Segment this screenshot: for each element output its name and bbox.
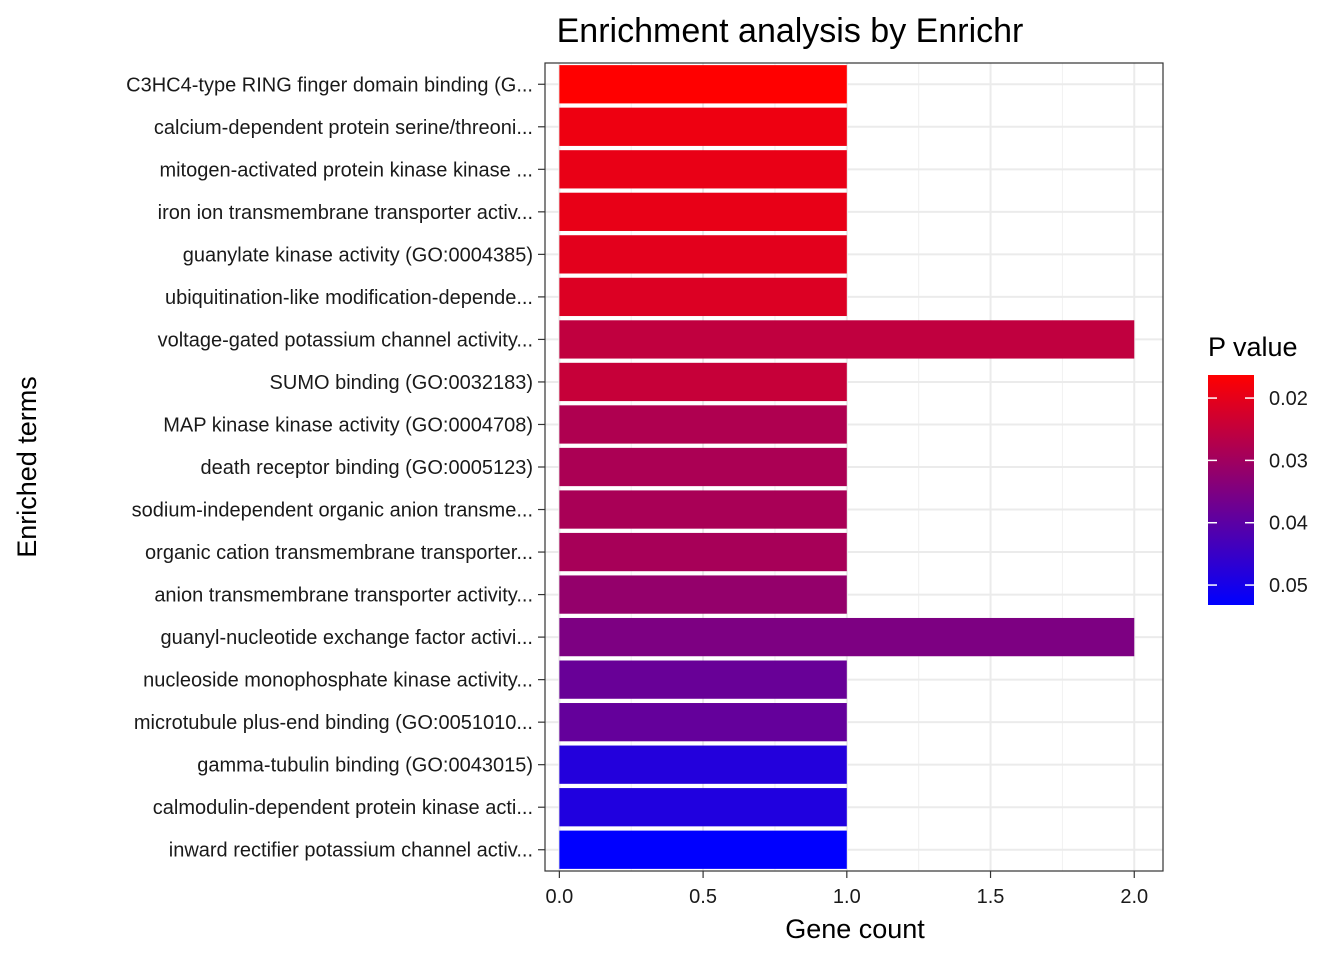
legend-tick-label: 0.02	[1269, 388, 1308, 410]
legend-title: P value	[1208, 332, 1298, 362]
y-tick-label: voltage-gated potassium channel activity…	[158, 329, 533, 351]
x-tick-label: 0.0	[545, 886, 573, 908]
y-axis-label: Enriched terms	[12, 376, 42, 558]
bar-15	[559, 660, 847, 699]
y-tick-label: SUMO binding (GO:0032183)	[270, 372, 533, 394]
bar-2	[559, 107, 847, 146]
bar-series	[559, 65, 1135, 869]
x-tick-label: 0.5	[689, 886, 717, 908]
y-tick-label: guanyl-nucleotide exchange factor activi…	[161, 627, 533, 649]
y-tick-label: sodium-independent organic anion transme…	[132, 500, 533, 522]
bar-7	[559, 320, 1135, 359]
x-axis: 0.0 0.5 1.0 1.5 2.0	[545, 871, 1148, 908]
bar-6	[559, 277, 847, 317]
y-tick-label: inward rectifier potassium channel activ…	[169, 840, 533, 862]
legend-ticks: 0.02 0.03 0.04 0.05	[1208, 388, 1308, 597]
y-tick-label: nucleoside monophosphate kinase activity…	[143, 670, 533, 692]
bar-14	[559, 617, 1135, 657]
x-tick-label: 1.0	[833, 886, 861, 908]
bar-13	[559, 575, 847, 614]
bar-3	[559, 150, 847, 189]
y-tick-label: anion transmembrane transporter activity…	[154, 585, 533, 607]
bar-1	[559, 65, 847, 104]
bar-10	[559, 447, 847, 487]
bar-12	[559, 532, 847, 572]
y-tick-label: C3HC4-type RING finger domain binding (G…	[126, 74, 533, 96]
bar-19	[559, 830, 847, 869]
x-tick-label: 2.0	[1120, 886, 1148, 908]
y-axis: C3HC4-type RING finger domain binding (G…	[126, 74, 545, 862]
bar-8	[559, 362, 847, 402]
y-tick-label: ubiquitination-like modification-depende…	[165, 287, 533, 309]
x-tick-label: 1.5	[977, 886, 1005, 908]
bar-18	[559, 788, 847, 827]
y-tick-label: guanylate kinase activity (GO:0004385)	[183, 244, 533, 266]
bar-9	[559, 405, 847, 444]
legend-colorbar	[1208, 375, 1254, 605]
bar-16	[559, 703, 847, 742]
y-tick-label: MAP kinase kinase activity (GO:0004708)	[163, 414, 533, 436]
bar-4	[559, 192, 847, 231]
x-axis-label: Gene count	[785, 914, 925, 944]
legend-tick-label: 0.04	[1269, 513, 1308, 535]
legend-tick-label: 0.05	[1269, 575, 1308, 597]
y-tick-label: calmodulin-dependent protein kinase acti…	[153, 797, 533, 819]
y-tick-label: mitogen-activated protein kinase kinase …	[159, 159, 533, 181]
y-tick-label: death receptor binding (GO:0005123)	[201, 457, 533, 479]
y-tick-label: calcium-dependent protein serine/threoni…	[154, 117, 533, 139]
bar-11	[559, 490, 847, 529]
legend: P value 0.02 0.03 0.04 0.05	[1208, 332, 1308, 605]
y-tick-label: iron ion transmembrane transporter activ…	[158, 202, 533, 224]
legend-tick-label: 0.03	[1269, 450, 1308, 472]
bar-5	[559, 235, 847, 274]
chart-title: Enrichment analysis by Enrichr	[557, 12, 1024, 50]
y-tick-label: microtubule plus-end binding (GO:0051010…	[134, 712, 533, 734]
y-tick-label: gamma-tubulin binding (GO:0043015)	[197, 755, 533, 777]
bar-17	[559, 745, 847, 784]
y-tick-label: organic cation transmembrane transporter…	[145, 542, 533, 564]
